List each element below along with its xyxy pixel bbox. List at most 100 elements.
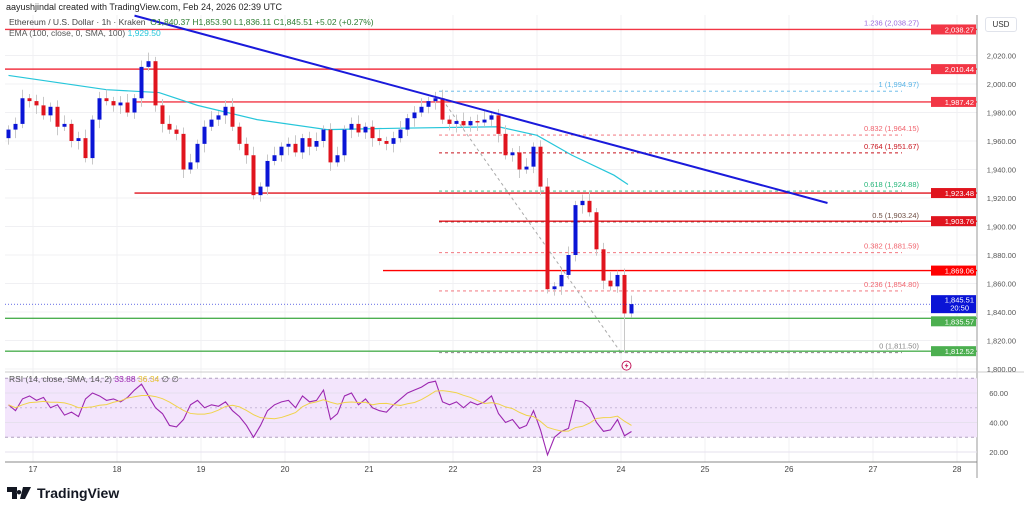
candle-body: [363, 126, 368, 133]
price-level-tag-label: 2,038.27: [945, 25, 974, 34]
candle-body: [293, 143, 298, 153]
candle-body: [622, 274, 627, 314]
fib-level-label: 0.764 (1,951.67): [864, 142, 920, 151]
candle-body: [370, 126, 375, 139]
candle-body: [160, 105, 165, 124]
candle-body: [489, 115, 494, 120]
price-level-tag-label: 1,835.57: [945, 317, 974, 326]
price-level-tag: [931, 64, 976, 75]
candle-body: [27, 98, 32, 102]
price-level-tag: [931, 216, 976, 227]
candle-body: [552, 286, 557, 290]
time-axis-label: 27: [869, 465, 878, 474]
candle-body: [314, 141, 319, 147]
candle-body: [244, 143, 249, 156]
candle-body: [209, 119, 214, 127]
candle-body: [202, 126, 207, 144]
candle-body: [615, 274, 620, 287]
time-axis-label: 26: [785, 465, 794, 474]
price-axis-label: 2,020.00: [987, 52, 1016, 61]
candle-body: [125, 102, 130, 113]
tradingview-logo[interactable]: TradingView: [7, 485, 119, 501]
candle-body: [608, 280, 613, 287]
candle-body: [482, 119, 487, 123]
rsi-axis-label: 60.00: [989, 389, 1008, 398]
candle-body: [195, 143, 200, 163]
fib-level-label: 0.236 (1,854.80): [864, 280, 920, 289]
candle-body: [34, 101, 39, 106]
price-axis-label: 1,900.00: [987, 223, 1016, 232]
time-axis-label: 24: [617, 465, 626, 474]
candle-body: [132, 98, 137, 113]
currency-button[interactable]: USD: [985, 17, 1017, 32]
price-level-tag-label: 2,010.44: [945, 65, 974, 74]
fib-level-label: 0.382 (1,881.59): [864, 242, 920, 251]
candle-body: [62, 123, 67, 127]
candle-body: [587, 200, 592, 213]
candle-body: [111, 101, 116, 106]
symbol-title[interactable]: Ethereum / U.S. Dollar · 1h · Kraken: [9, 17, 146, 27]
candle-body: [48, 106, 53, 116]
ema-line: [8, 74, 629, 185]
current-price-tag: [931, 295, 976, 314]
candle-body: [55, 106, 60, 127]
tradingview-logo-icon: [7, 487, 31, 499]
candle-body: [566, 255, 571, 275]
candle-body: [286, 143, 291, 147]
lightning-icon: [624, 362, 629, 369]
candle-body: [97, 98, 102, 120]
countdown-label: 20:50: [950, 304, 969, 313]
candle-body: [475, 121, 480, 123]
candle-body: [265, 160, 270, 187]
candle-body: [559, 274, 564, 287]
candle-body: [426, 101, 431, 107]
price-axis-label: 1,820.00: [987, 337, 1016, 346]
candle-body: [272, 155, 277, 161]
candle-body: [76, 138, 81, 141]
candle-body: [594, 212, 599, 250]
candle-body: [20, 98, 25, 124]
brand-name: TradingView: [37, 485, 120, 501]
candle-body: [307, 138, 312, 147]
ema-label[interactable]: EMA (100, close, 0, SMA, 100): [9, 28, 126, 38]
rsi-extra: ∅ ∅: [161, 374, 179, 384]
price-level-tag: [931, 188, 976, 199]
rsi-axis-label: 20.00: [989, 448, 1008, 457]
rsi-label[interactable]: RSI (14, close, SMA, 14, 2): [9, 374, 112, 384]
candle-body: [412, 112, 417, 119]
time-axis-label: 17: [29, 465, 38, 474]
candle-body: [328, 129, 333, 163]
time-axis-label: 28: [953, 465, 962, 474]
rsi-axis-label: 40.00: [989, 419, 1008, 428]
candle-body: [300, 138, 305, 153]
candle-body: [230, 106, 235, 127]
candle-body: [83, 138, 88, 159]
candle-body: [419, 106, 424, 113]
ema-value: 1,929.50: [127, 28, 161, 38]
candle-body: [447, 119, 452, 124]
chart-legend: Ethereum / U.S. Dollar · 1h · Kraken O1,…: [9, 17, 374, 39]
candle-body: [510, 152, 515, 156]
price-level-tag-label: 1,987.42: [945, 98, 974, 107]
fib-level-label: 0.618 (1,924.88): [864, 180, 920, 189]
time-axis-label: 22: [449, 465, 458, 474]
price-level-tag: [931, 346, 976, 357]
candle-body: [251, 155, 256, 196]
candle-body: [454, 121, 459, 124]
fib-level-label: 0.832 (1,964.15): [864, 124, 920, 133]
rsi-sma-line: [8, 390, 632, 432]
price-level-tag: [931, 265, 976, 276]
chart-credit: aayushjindal created with TradingView.co…: [6, 2, 282, 12]
candle-body: [167, 123, 172, 130]
candle-body: [335, 155, 340, 163]
price-axis-label: 1,940.00: [987, 166, 1016, 175]
rsi-sma-value: 36.34: [138, 374, 160, 384]
price-level-tag-label: 1,923.48: [945, 189, 974, 198]
candle-body: [41, 105, 46, 116]
rsi-line: [8, 380, 632, 457]
fib-level-label: 0.5 (1,903.24): [872, 211, 919, 220]
ohlc-values: O1,840.37 H1,853.90 L1,836.11 C1,845.51 …: [150, 17, 374, 27]
candle-body: [531, 146, 536, 167]
price-axis-label: 1,800.00: [987, 365, 1016, 374]
